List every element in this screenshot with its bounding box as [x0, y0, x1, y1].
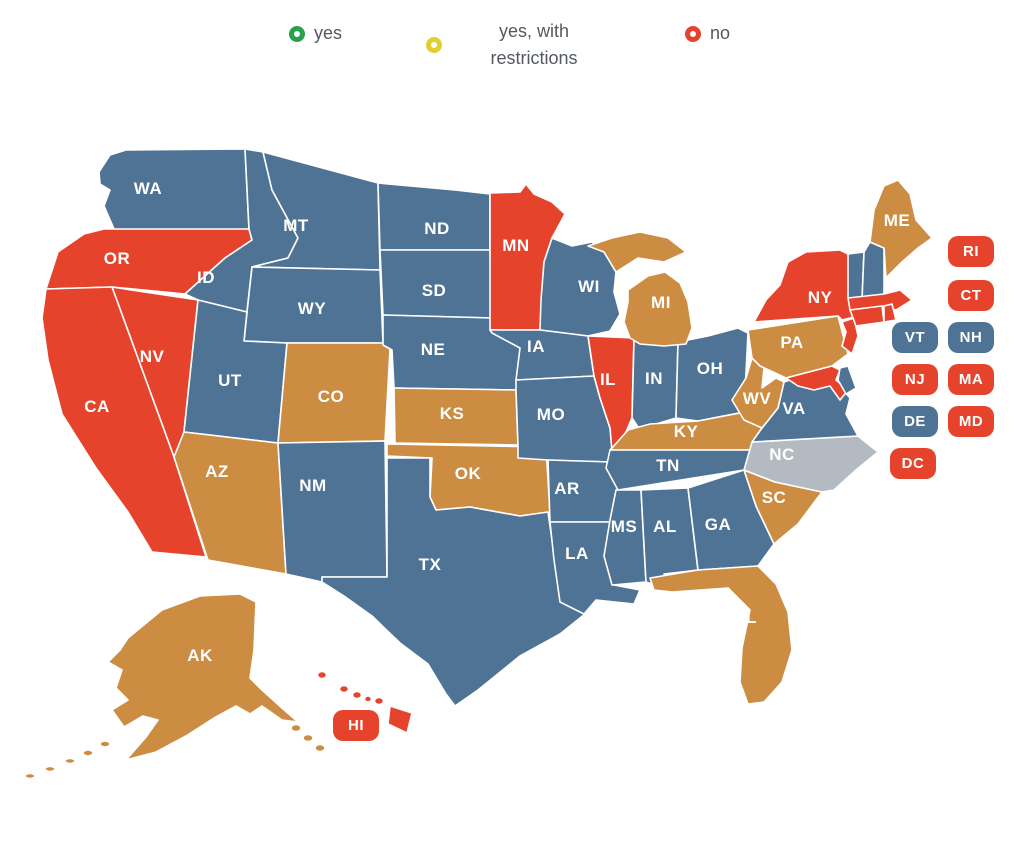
legend-dot-no	[685, 25, 701, 42]
state-label-ME: ME	[884, 211, 911, 230]
state-FL[interactable]	[649, 565, 793, 705]
state-AK-aleutian-island[interactable]	[64, 757, 76, 765]
badge-MA[interactable]: MA	[948, 364, 994, 395]
state-AK[interactable]	[107, 593, 299, 761]
state-label-KS: KS	[440, 404, 465, 423]
state-HI-island[interactable]	[373, 696, 385, 706]
legend-item-yes-with-restrictions: yes, with restrictions	[426, 18, 592, 72]
state-HI-island[interactable]	[338, 684, 350, 694]
state-label-AZ: AZ	[205, 462, 229, 481]
state-label-VA: VA	[782, 399, 805, 418]
state-NC[interactable]	[743, 435, 879, 493]
state-label-IL: IL	[600, 370, 616, 389]
state-ND[interactable]	[377, 182, 491, 251]
state-label-SD: SD	[422, 281, 447, 300]
state-TX[interactable]	[321, 457, 591, 707]
state-label-UT: UT	[218, 371, 242, 390]
state-WV[interactable]	[731, 357, 785, 429]
state-AK-panhandle-island[interactable]	[302, 733, 314, 743]
badge-MD[interactable]: MD	[948, 406, 994, 437]
state-DE[interactable]	[837, 365, 857, 395]
state-AK-aleutian-island[interactable]	[44, 765, 56, 773]
state-label-IN: IN	[645, 369, 663, 388]
state-MI[interactable]	[623, 271, 693, 347]
state-NY[interactable]	[753, 249, 863, 323]
state-RI[interactable]	[883, 303, 897, 323]
state-HI-island[interactable]	[351, 690, 363, 700]
state-label-FL: FL	[735, 608, 757, 627]
state-NM[interactable]	[277, 440, 388, 583]
state-label-NY: NY	[808, 288, 833, 307]
state-AZ[interactable]	[173, 431, 287, 575]
state-label-KY: KY	[674, 422, 699, 441]
state-label-MT: MT	[283, 216, 309, 235]
state-NH[interactable]	[861, 241, 885, 301]
badge-DC[interactable]: DC	[890, 448, 936, 479]
badge-HI[interactable]: HI	[333, 710, 379, 741]
legend-item-no: no	[685, 20, 730, 47]
state-CT[interactable]	[849, 305, 885, 327]
state-MD[interactable]	[785, 365, 849, 401]
map-labels: WA OR ID MT WY NV CA UT CO AZ NM ND SD NE KS OK TX MN WI IA…	[84, 179, 910, 665]
state-label-NC: NC	[769, 445, 795, 464]
state-label-WV: WV	[743, 389, 772, 408]
state-label-SC: SC	[762, 488, 787, 507]
badge-CT[interactable]: CT	[948, 280, 994, 311]
state-HI-island[interactable]	[363, 695, 373, 703]
state-HI-island[interactable]	[316, 670, 328, 680]
badge-VT[interactable]: VT	[892, 322, 938, 353]
state-label-ND: ND	[424, 219, 450, 238]
state-label-CO: CO	[318, 387, 345, 406]
state-AK-aleutian-island[interactable]	[24, 772, 36, 780]
state-HI-big-island[interactable]	[387, 705, 413, 734]
state-CA[interactable]	[41, 286, 207, 558]
legend-dot-yes	[289, 25, 305, 42]
state-label-PA: PA	[780, 333, 803, 352]
state-label-MS: MS	[611, 517, 638, 536]
state-AK-aleutian-island[interactable]	[99, 740, 111, 748]
state-TN[interactable]	[605, 449, 753, 491]
state-MI-upper-peninsula[interactable]	[587, 231, 687, 273]
state-label-TX: TX	[419, 555, 442, 574]
state-label-IA: IA	[527, 337, 545, 356]
state-label-NV: NV	[140, 347, 165, 366]
state-label-LA: LA	[565, 544, 589, 563]
badge-RI[interactable]: RI	[948, 236, 994, 267]
state-label-MO: MO	[537, 405, 565, 424]
state-label-AK: AK	[187, 646, 213, 665]
state-ME[interactable]	[869, 179, 933, 279]
legend-item-yes: yes	[289, 20, 342, 47]
legend-label-yes: yes	[314, 23, 343, 43]
state-label-OR: OR	[104, 249, 131, 268]
state-label-ID: ID	[197, 268, 215, 287]
legend-dot-yes-with-restrictions	[426, 37, 442, 53]
badge-DE[interactable]: DE	[892, 406, 938, 437]
state-label-WY: WY	[298, 299, 327, 318]
state-label-OH: OH	[697, 359, 724, 378]
legend-label-no: no	[710, 23, 731, 43]
state-label-MI: MI	[651, 293, 671, 312]
state-AK-panhandle-island[interactable]	[314, 743, 326, 753]
state-label-WI: WI	[578, 277, 600, 296]
state-label-NE: NE	[421, 340, 446, 359]
state-label-AR: AR	[554, 479, 580, 498]
state-AK-aleutian-island[interactable]	[82, 749, 94, 757]
state-label-CA: CA	[84, 397, 110, 416]
map-states	[24, 148, 933, 780]
legend-label-yes-with-restrictions: yes, with restrictions	[490, 21, 578, 68]
badge-NH[interactable]: NH	[948, 322, 994, 353]
state-CO[interactable]	[277, 342, 391, 444]
state-label-AL: AL	[653, 517, 677, 536]
state-label-TN: TN	[656, 456, 680, 475]
state-label-WA: WA	[134, 179, 162, 198]
state-label-MN: MN	[502, 236, 529, 255]
state-AK-panhandle-island[interactable]	[290, 723, 302, 733]
state-label-NM: NM	[299, 476, 326, 495]
badge-NJ[interactable]: NJ	[892, 364, 938, 395]
state-label-GA: GA	[705, 515, 732, 534]
state-label-OK: OK	[455, 464, 482, 483]
state-WA[interactable]	[98, 148, 250, 234]
